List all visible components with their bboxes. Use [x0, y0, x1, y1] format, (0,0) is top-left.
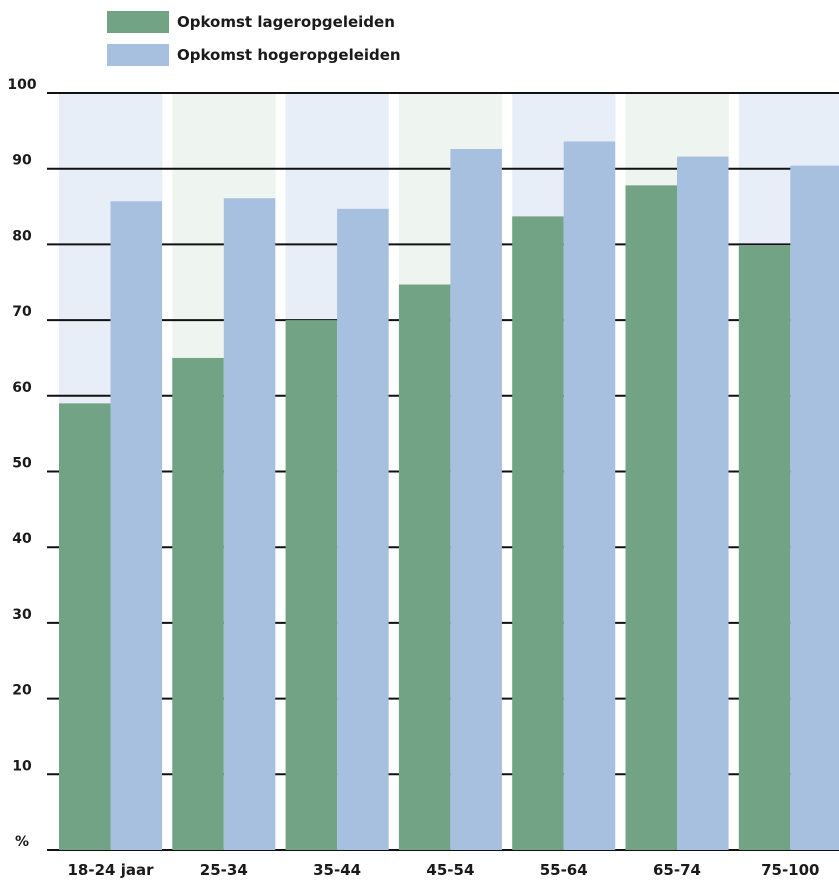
x-tick-label: 35-44 — [313, 861, 361, 879]
legend-label-low: Opkomst lageropgeleiden — [177, 13, 395, 31]
x-tick-label: 25-34 — [200, 861, 248, 879]
bar-high — [223, 198, 276, 850]
y-tick-label: 100 — [7, 77, 36, 93]
legend-swatch-low — [107, 11, 169, 33]
legend-item-low: Opkomst lageropgeleiden — [107, 11, 395, 33]
bar-high — [563, 141, 616, 850]
y-tick-label: 50 — [12, 456, 32, 472]
y-tick-label: % — [15, 834, 29, 850]
bar-low — [738, 245, 791, 850]
bar-high — [450, 149, 502, 850]
x-tick-label: 55-64 — [540, 861, 588, 879]
legend-label-high: Opkomst hogeropgeleiden — [177, 46, 401, 64]
bar-high — [677, 156, 729, 850]
y-tick-label: 90 — [12, 153, 32, 169]
y-tick-label: 10 — [12, 758, 32, 774]
x-tick-label: 65-74 — [653, 861, 701, 879]
legend-swatch-high — [107, 44, 169, 66]
legend-item-high: Opkomst hogeropgeleiden — [107, 44, 401, 66]
y-tick-label: 30 — [12, 607, 32, 623]
y-tick-label: 60 — [12, 380, 32, 396]
x-tick-label: 45-54 — [426, 861, 474, 879]
y-tick-label: 20 — [12, 683, 32, 699]
y-tick-label: 70 — [12, 304, 32, 320]
bar-high — [337, 208, 389, 851]
bar-low — [172, 357, 224, 850]
y-tick-label: 80 — [12, 228, 32, 244]
x-tick-label: 18-24 jaar — [68, 861, 155, 879]
y-tick-label: 40 — [12, 531, 32, 547]
bar-low — [59, 403, 111, 850]
bar-high — [790, 165, 839, 850]
bar-low — [625, 185, 677, 850]
bar-low — [285, 320, 338, 851]
x-tick-label: 75-100 — [761, 861, 819, 879]
bar-low — [398, 284, 451, 850]
bar-high — [110, 201, 162, 851]
bar-low — [512, 216, 564, 851]
